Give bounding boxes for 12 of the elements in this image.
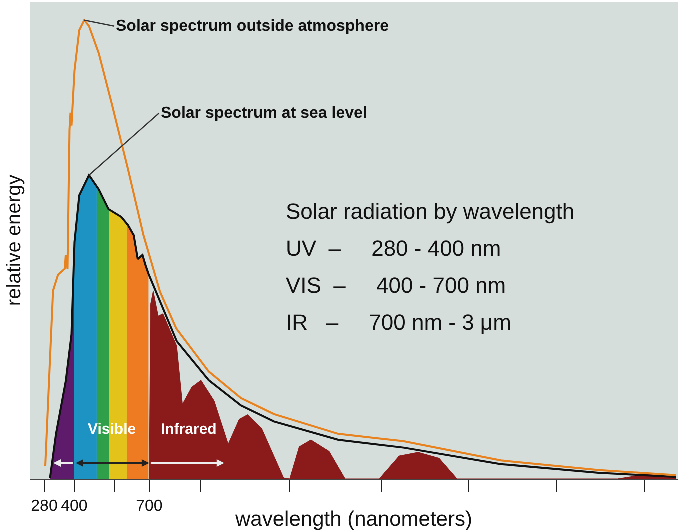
x-axis-title: wavelength (nanometers) — [234, 508, 472, 531]
annotation: IR – 700 nm - 3 μm — [286, 310, 512, 335]
x-tick-label: 400 — [61, 498, 88, 516]
x-tick-label: 700 — [136, 498, 163, 516]
annotation: Solar radiation by wavelength — [286, 199, 575, 224]
annotation: Infrared — [161, 421, 217, 438]
annotation: UV – 280 - 400 nm — [286, 236, 502, 261]
series-label: Solar spectrum outside atmosphere — [116, 18, 390, 35]
x-tick-label: 280 — [31, 498, 58, 516]
text: Solar spectrum at sea level — [161, 105, 368, 122]
y-axis-title: relative energy — [4, 174, 26, 306]
annotation: VIS – 400 - 700 nm — [286, 273, 506, 298]
